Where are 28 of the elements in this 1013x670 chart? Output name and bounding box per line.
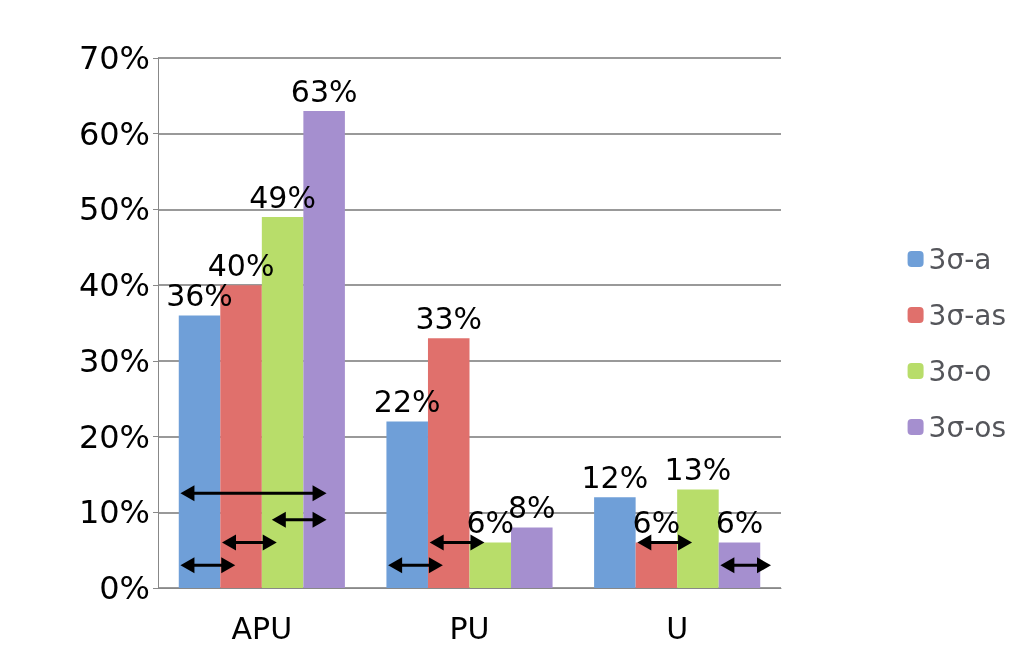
y-tick-label: 10% bbox=[78, 493, 150, 532]
legend-label: 3σ-os bbox=[928, 410, 1006, 444]
y-tick-label: 20% bbox=[78, 417, 150, 456]
legend-label: 3σ-a bbox=[928, 242, 992, 276]
y-tick-label: 60% bbox=[78, 114, 150, 153]
data-label: 13% bbox=[664, 452, 732, 488]
x-tick-label: APU bbox=[231, 610, 293, 646]
bar bbox=[635, 542, 678, 588]
data-label: 33% bbox=[415, 300, 483, 336]
legend-label: 3σ-as bbox=[928, 298, 1007, 332]
bar bbox=[511, 527, 553, 588]
bar bbox=[594, 497, 636, 588]
bar bbox=[469, 542, 512, 588]
x-tick-label: PU bbox=[449, 610, 490, 646]
bar bbox=[677, 489, 719, 588]
data-label: 12% bbox=[581, 459, 649, 495]
legend-label: 3σ-o bbox=[928, 354, 992, 388]
data-label: 63% bbox=[290, 73, 358, 109]
y-tick-label: 40% bbox=[78, 266, 150, 305]
y-tick-label: 70% bbox=[78, 39, 150, 77]
data-label: 6% bbox=[715, 505, 764, 541]
y-tick-label: 30% bbox=[78, 341, 150, 380]
x-tick-label: U bbox=[666, 610, 689, 646]
bar bbox=[178, 315, 221, 588]
y-tick-label: 0% bbox=[99, 569, 150, 607]
y-tick-label: 50% bbox=[78, 190, 150, 229]
data-label: 49% bbox=[249, 179, 316, 215]
bar bbox=[386, 421, 428, 588]
